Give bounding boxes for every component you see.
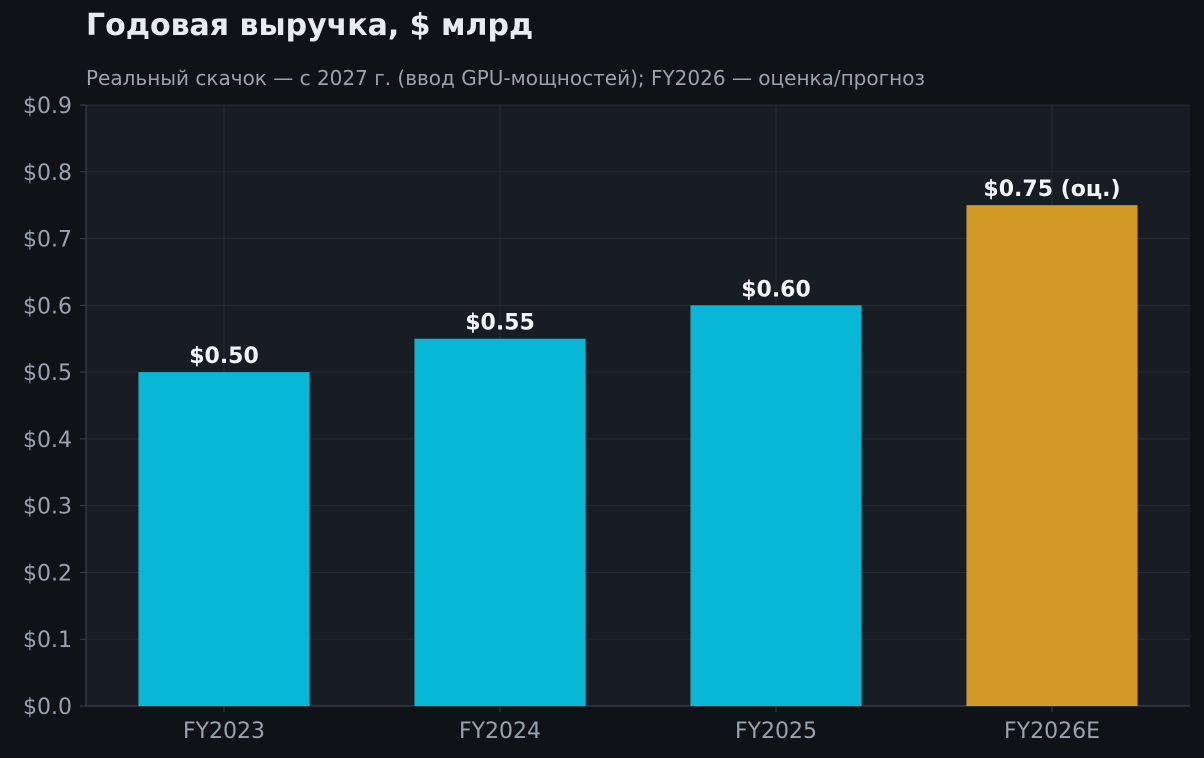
y-tick-label: $0.2 bbox=[23, 561, 72, 586]
bar-value-label: $0.75 (оц.) bbox=[983, 177, 1120, 202]
chart-subtitle: Реальный скачок — с 2027 г. (ввод GPU-мо… bbox=[86, 66, 926, 90]
y-tick-label: $0.4 bbox=[23, 428, 72, 453]
bar-fy2024 bbox=[414, 338, 586, 706]
x-tick-label: FY2024 bbox=[459, 719, 541, 744]
chart-title: Годовая выручка, $ млрд bbox=[86, 8, 534, 43]
x-tick-label: FY2025 bbox=[735, 719, 817, 744]
y-tick-label: $0.6 bbox=[23, 294, 72, 319]
y-tick-label: $0.9 bbox=[23, 94, 72, 119]
y-tick-label: $0.1 bbox=[23, 628, 72, 653]
bar-value-label: $0.60 bbox=[741, 277, 811, 302]
bars bbox=[138, 205, 1138, 706]
bar-value-label: $0.50 bbox=[189, 344, 259, 369]
x-tick-label: FY2026E bbox=[1004, 719, 1100, 744]
bar-fy2025 bbox=[690, 305, 862, 706]
bar-value-label: $0.55 bbox=[465, 311, 535, 336]
bar-fy2026e bbox=[966, 205, 1138, 706]
y-tick-label: $0.7 bbox=[23, 228, 72, 253]
labels: $0.0 $0.1 $0.2 $0.3 $0.4 $0.5 $0.6 $0.7 $0.8 $0.9… bbox=[23, 94, 1121, 744]
x-tick-label: FY2023 bbox=[183, 719, 265, 744]
y-tick-label: $0.0 bbox=[23, 695, 72, 720]
y-tick-label: $0.3 bbox=[23, 495, 72, 520]
y-tick-label: $0.5 bbox=[23, 361, 72, 386]
y-tick-label: $0.8 bbox=[23, 161, 72, 186]
bar-fy2023 bbox=[138, 372, 310, 706]
